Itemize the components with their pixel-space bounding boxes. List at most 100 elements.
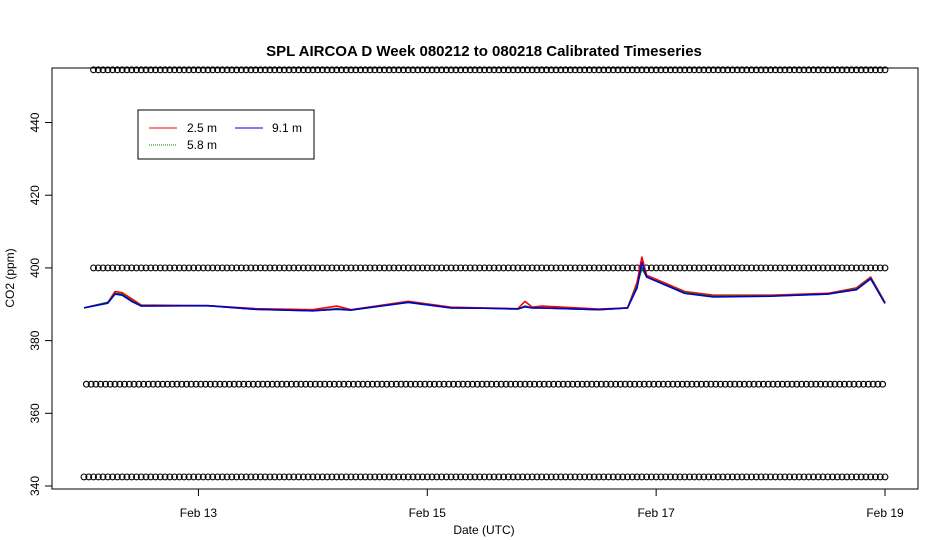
marker-point — [850, 380, 858, 388]
marker-point — [426, 380, 434, 388]
marker-point — [395, 473, 403, 481]
x-axis-label: Date (UTC) — [453, 523, 514, 537]
marker-point — [845, 380, 853, 388]
marker-point — [836, 380, 844, 388]
marker-point — [821, 380, 829, 388]
marker-point — [538, 473, 546, 481]
marker-point — [662, 473, 670, 481]
marker-point — [790, 264, 798, 272]
marker-point — [400, 473, 407, 481]
y-tick-label: 400 — [28, 258, 42, 278]
marker-point — [795, 473, 803, 481]
marker-point — [619, 473, 627, 481]
marker-point — [876, 66, 884, 74]
marker-point — [454, 380, 462, 388]
marker-point — [543, 66, 550, 74]
marker-point — [814, 264, 822, 272]
marker-point — [357, 264, 364, 272]
marker-point — [142, 264, 150, 272]
marker-point — [457, 473, 465, 481]
marker-point — [299, 264, 307, 272]
marker-point — [111, 380, 119, 388]
marker-point — [252, 66, 260, 74]
marker-point — [571, 66, 579, 74]
marker-point — [321, 380, 329, 388]
marker-point — [533, 66, 541, 74]
marker-point — [497, 380, 505, 388]
marker-point — [99, 264, 107, 272]
marker-point — [562, 473, 569, 481]
x-tick-label: Feb 19 — [866, 506, 904, 520]
marker-point — [676, 473, 684, 481]
marker-point — [438, 473, 446, 481]
marker-point — [714, 66, 722, 74]
marker-point — [478, 380, 486, 388]
marker-point — [566, 264, 574, 272]
marker-point — [383, 380, 391, 388]
marker-point — [154, 380, 162, 388]
marker-point — [724, 66, 732, 74]
marker-point — [666, 66, 674, 74]
marker-point — [571, 264, 579, 272]
marker-point — [700, 473, 708, 481]
marker-point — [473, 380, 481, 388]
marker-point — [419, 66, 426, 74]
marker-point — [433, 264, 441, 272]
marker-point — [273, 380, 281, 388]
marker-point — [371, 473, 379, 481]
marker-point — [669, 380, 677, 388]
marker-point — [609, 264, 617, 272]
marker-point — [650, 380, 658, 388]
marker-point — [316, 380, 324, 388]
marker-point — [199, 473, 207, 481]
marker-point — [378, 380, 386, 388]
marker-point — [659, 380, 667, 388]
marker-point — [743, 473, 751, 481]
marker-point — [697, 380, 705, 388]
marker-point — [771, 66, 779, 74]
marker-point — [752, 264, 760, 272]
marker-point — [700, 66, 708, 74]
marker-point — [500, 473, 508, 481]
legend-label-9-1m: 9.1 m — [272, 121, 302, 135]
marker-point — [664, 380, 672, 388]
marker-point — [805, 66, 813, 74]
marker-point — [404, 473, 412, 481]
marker-point — [409, 473, 417, 481]
marker-point — [202, 380, 210, 388]
marker-point — [256, 264, 264, 272]
marker-point — [461, 264, 469, 272]
marker-point — [185, 264, 193, 272]
marker-point — [593, 380, 600, 388]
marker-point — [626, 380, 634, 388]
marker-point — [576, 66, 584, 74]
marker-point — [419, 473, 426, 481]
marker-point — [414, 264, 422, 272]
marker-point — [411, 380, 419, 388]
marker-point — [810, 473, 817, 481]
marker-point — [318, 473, 326, 481]
marker-point — [171, 473, 179, 481]
marker-point — [423, 264, 431, 272]
marker-point — [802, 380, 810, 388]
marker-point — [600, 66, 608, 74]
marker-point — [338, 473, 345, 481]
marker-point — [786, 66, 794, 74]
marker-point — [590, 264, 598, 272]
marker-point — [476, 473, 484, 481]
marker-point — [285, 264, 293, 272]
marker-point — [869, 380, 877, 388]
marker-point — [705, 66, 713, 74]
marker-point — [838, 66, 846, 74]
marker-point — [686, 66, 693, 74]
marker-point — [80, 473, 88, 481]
marker-point — [242, 473, 250, 481]
marker-point — [576, 473, 584, 481]
marker-point — [428, 473, 436, 481]
marker-point — [214, 473, 221, 481]
marker-point — [404, 264, 412, 272]
marker-point — [445, 380, 453, 388]
marker-point — [500, 264, 508, 272]
marker-point — [531, 380, 539, 388]
marker-point — [421, 380, 429, 388]
